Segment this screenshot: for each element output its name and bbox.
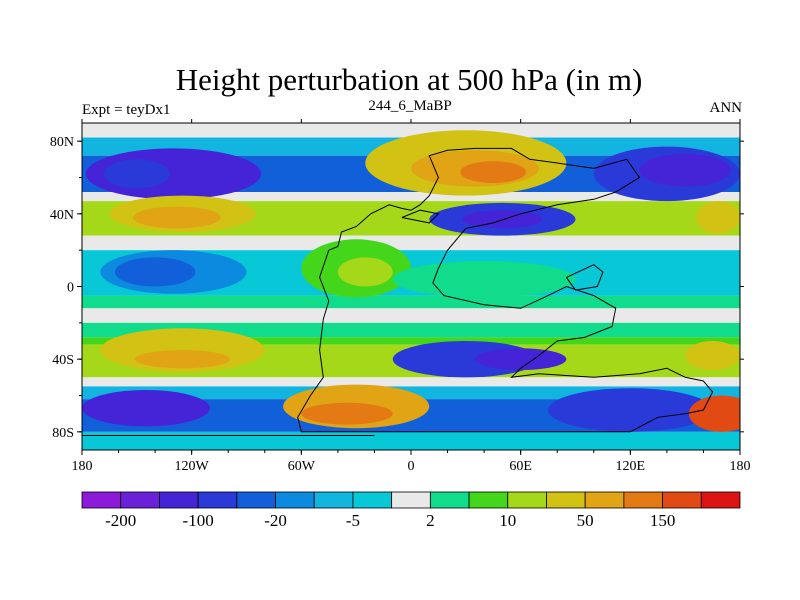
plot-title: Height perturbation at 500 hPa (in m) [175,62,643,97]
x-tick-label: 60W [288,459,316,474]
colorbar-label: -200 [105,511,136,530]
colorbar-swatch [391,491,431,509]
y-tick-label: 80N [50,135,74,150]
colorbar: -200 -100 -20 -5 2 10 50 150 [81,491,741,530]
field-band [82,235,740,251]
field-contour [460,161,527,183]
field-band [82,431,740,450]
y-tick-label: 80S [52,426,74,441]
colorbar-label: 150 [650,511,676,530]
contour-field [82,123,740,450]
coastline-path [297,147,714,433]
colorbar-swatch [662,491,702,509]
colorbar-label: -100 [183,511,214,530]
field-contour [133,206,221,229]
field-contour [474,348,567,371]
x-tick-label: 180 [72,459,93,474]
x-tick-label: 120W [175,459,210,474]
y-tick-label: 0 [67,281,74,296]
colorbar-label: 2 [426,511,435,530]
axes: 180 120W 60W 0 60E 120E 180 80N 40N 0 40S 80S [50,119,751,474]
coastline [82,147,714,436]
colorbar-label: -5 [346,511,360,530]
field-contour [103,159,170,189]
colorbar-swatch [81,491,122,509]
colorbar-swatch [623,491,663,509]
colorbar-swatch [507,491,547,509]
colorbar-label: 10 [499,511,516,530]
field-band [82,322,740,338]
field-contour [462,210,543,229]
field-contour [135,350,231,369]
colorbar-swatch [429,491,470,509]
colorbar-swatch [352,491,393,509]
field-contour [688,395,740,432]
y-tick-label: 40S [52,353,74,368]
field-contour [301,402,393,425]
x-tick-label: 120E [616,459,646,474]
colorbar-swatch [468,491,509,509]
coastline-path [565,264,604,291]
field-contour [82,390,210,427]
field-contour [392,261,576,298]
colorbar-swatch [197,491,238,509]
colorbar-swatch [584,491,625,509]
field-contour [685,341,740,371]
season-label: ANN [709,100,743,116]
coastline-path [401,209,440,224]
colorbar-swatch [159,491,199,509]
colorbar-swatch [120,491,160,509]
field-band [82,308,740,323]
field-contour [548,388,713,432]
field-band [82,192,740,202]
colorbar-swatch [700,491,741,509]
colorbar-label: -20 [264,511,287,530]
x-tick-label: 0 [408,459,415,474]
colorbar-swatch [236,491,276,509]
field-contour [337,257,393,287]
period-label: 244_6_MaBP [368,98,452,114]
colorbar-label: 50 [577,511,594,530]
field-band [82,123,740,138]
y-tick-label: 40N [50,208,74,223]
colorbar-swatch [275,491,315,509]
experiment-label: Expt = teyDx1 [82,102,171,118]
field-contour [114,257,196,287]
colorbar-swatch [313,491,354,509]
x-tick-label: 60E [509,459,532,474]
x-tick-label: 180 [730,459,751,474]
field-band [82,377,740,387]
field-band [82,295,740,309]
colorbar-swatch [546,491,586,509]
field-contour [639,153,731,187]
field-band [82,337,740,345]
field-contour [696,201,740,234]
